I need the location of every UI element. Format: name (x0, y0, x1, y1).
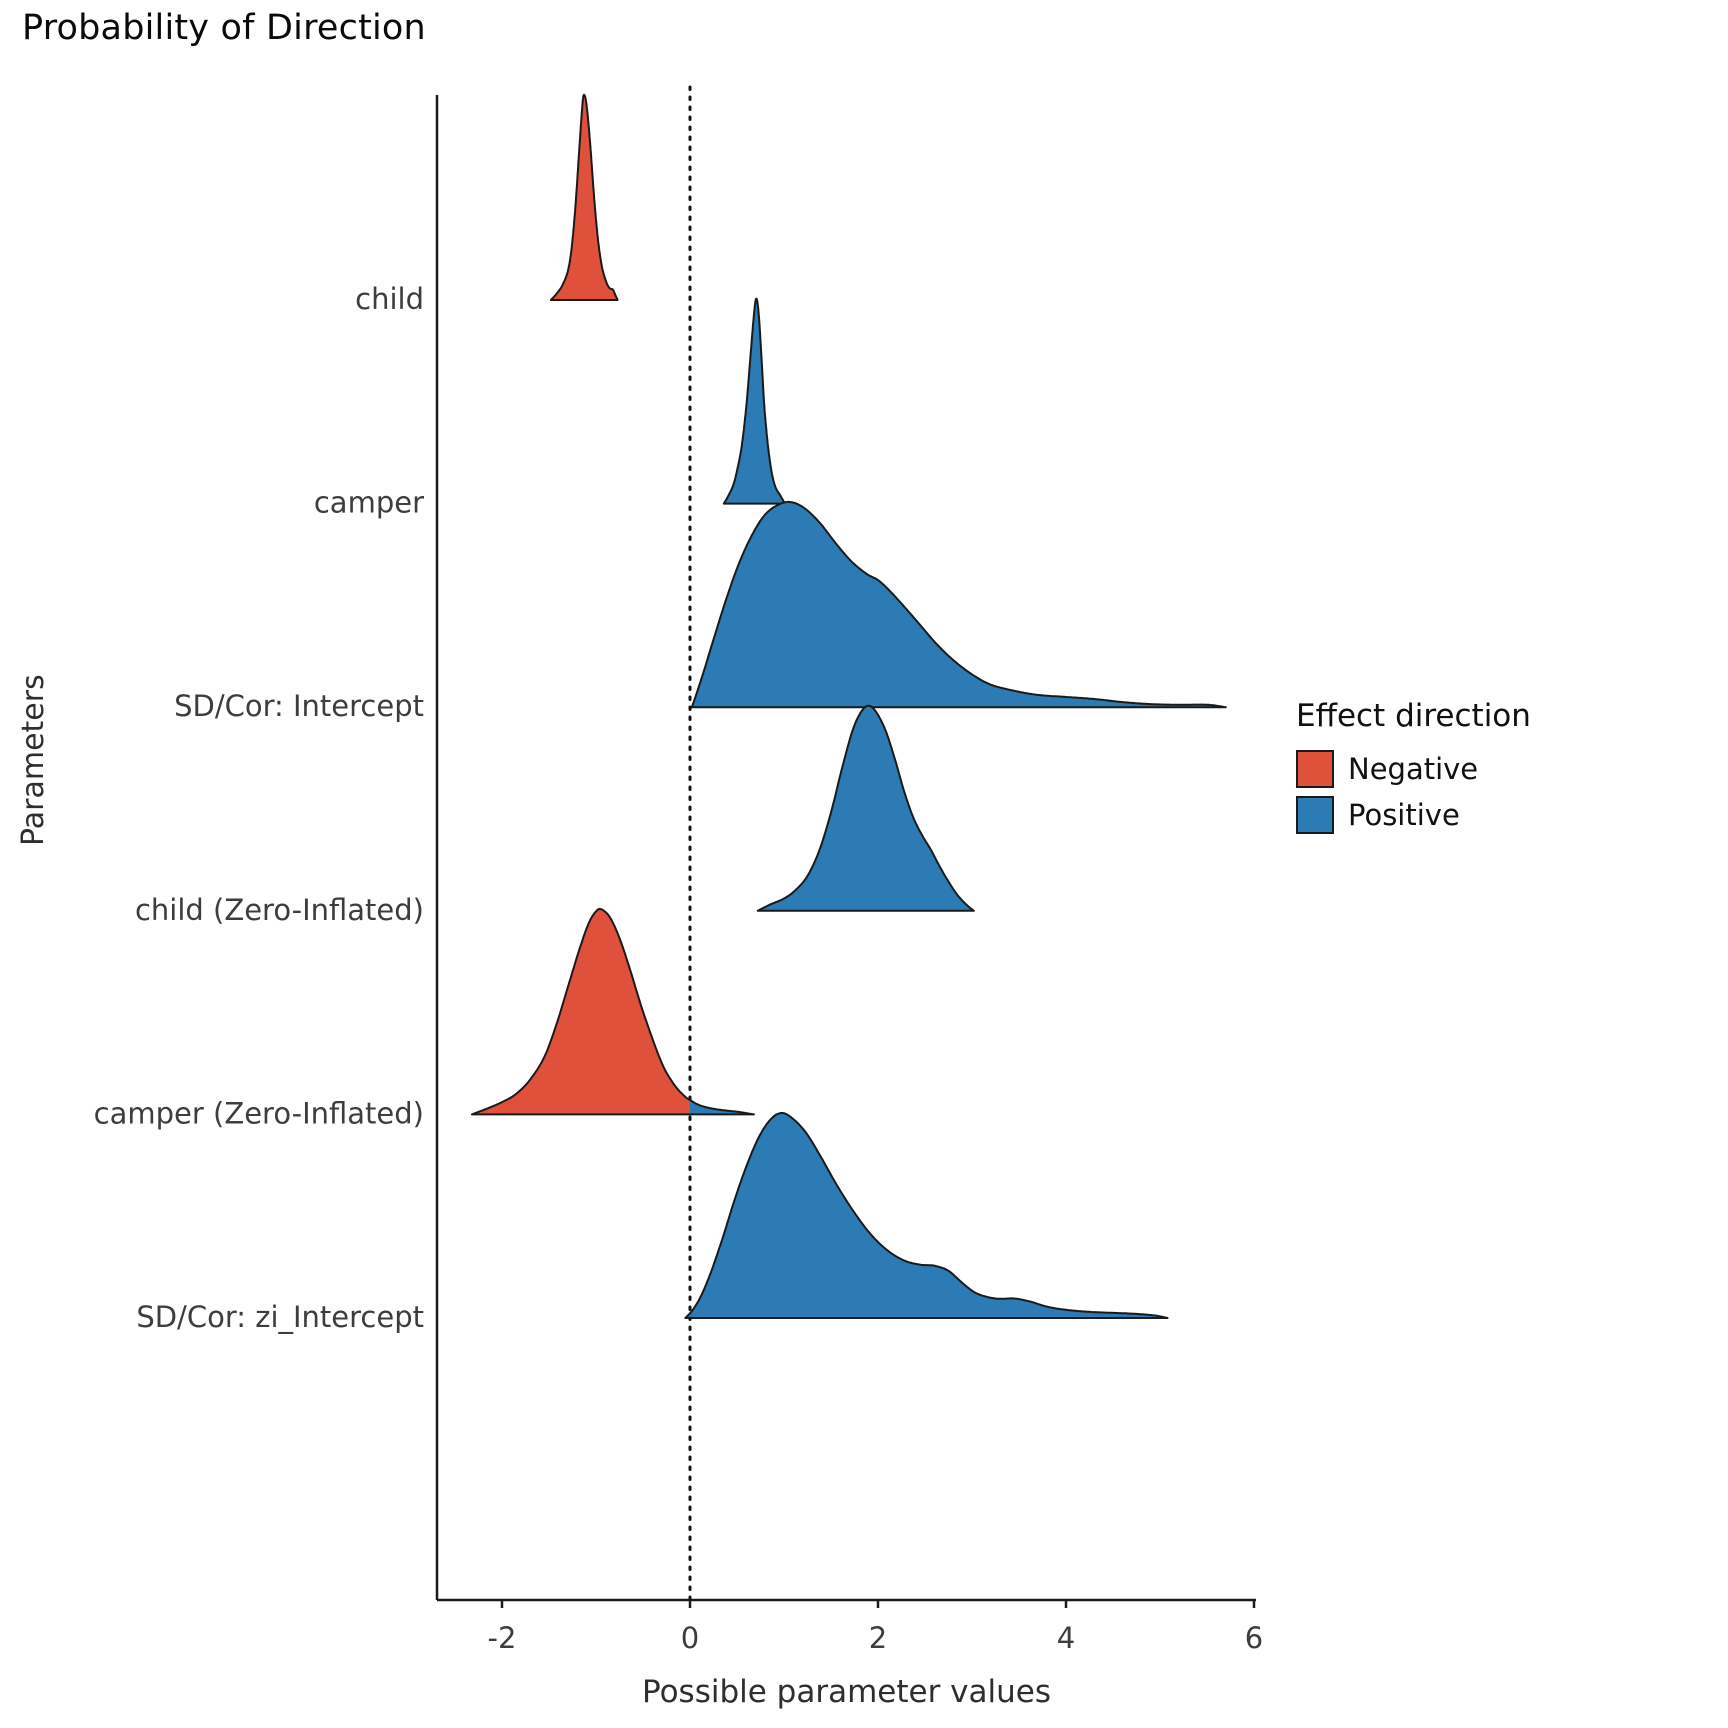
legend-label-negative: Negative (1348, 752, 1479, 786)
legend-entries: Negative Positive (1296, 750, 1531, 834)
y-axis-title: Parameters (16, 674, 51, 846)
x-tick-label-2: 2 (869, 1621, 887, 1655)
ridge-outline-child-zero-inflated (756, 704, 975, 912)
legend-title: Effect direction (1296, 698, 1531, 734)
ridge-fill-sd-cor-intercept-positive (691, 501, 1226, 708)
param-label-camper: camper (314, 486, 424, 520)
param-label-child-zero-inflated: child (Zero-Inflated) (135, 893, 424, 927)
legend-entry-negative: Negative (1296, 750, 1531, 788)
ridge-fill-camper-zero-inflated-negative (471, 908, 690, 1115)
legend-swatch-positive (1296, 796, 1334, 834)
legend-entry-positive: Positive (1296, 796, 1531, 834)
ridge-fill-child-zero-inflated-positive (757, 705, 974, 911)
ridge-fill-camper-positive (723, 298, 785, 504)
ridge-outline-sd-cor-zi-intercept (684, 1112, 1169, 1319)
x-tick-label--2: -2 (488, 1621, 517, 1655)
ridge-fill-camper-zero-inflated-positive (690, 1100, 754, 1115)
x-tick-label-6: 6 (1245, 1621, 1263, 1655)
ridge-outline-sd-cor-intercept (690, 500, 1227, 709)
legend: Effect direction Negative Positive (1296, 698, 1531, 842)
x-tick-label-0: 0 (681, 1621, 699, 1655)
param-label-sd-cor-intercept: SD/Cor: Intercept (174, 689, 424, 723)
param-label-sd-cor-zi-intercept: SD/Cor: zi_Intercept (136, 1300, 424, 1334)
param-label-child: child (355, 282, 424, 316)
ridge-outline-child (549, 93, 619, 301)
ridge-fill-child-negative (550, 94, 618, 300)
ridge-outline-camper-zero-inflated (470, 907, 755, 1116)
legend-swatch-negative (1296, 750, 1334, 788)
chart-title: Probability of Direction (22, 8, 426, 48)
legend-label-positive: Positive (1348, 798, 1460, 832)
param-label-camper-zero-inflated: camper (Zero-Inflated) (94, 1096, 424, 1130)
x-tick-label-4: 4 (1057, 1621, 1075, 1655)
ridge-fill-sd-cor-zi-intercept-positive (685, 1113, 1168, 1318)
x-axis-title: Possible parameter values (641, 1674, 1052, 1710)
ridge-outline-camper (722, 297, 786, 505)
